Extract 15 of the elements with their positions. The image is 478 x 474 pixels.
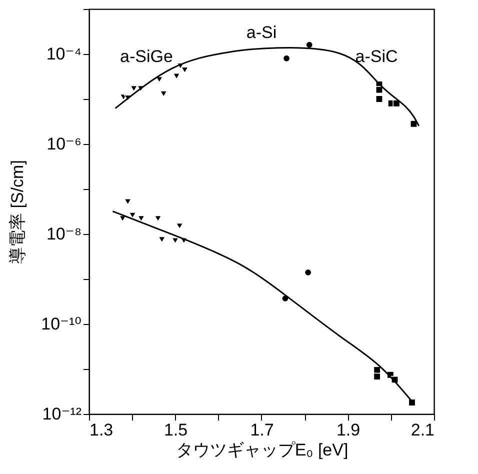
x-tick-label: 1.3 <box>90 420 114 440</box>
x-tick-label: 2.1 <box>410 420 434 440</box>
y-tick-label: 10⁻¹⁰ <box>41 314 82 334</box>
annotation: a-Si <box>246 23 277 42</box>
y-tick-label: 10⁻⁸ <box>46 224 82 244</box>
annotation: a-SiC <box>355 47 398 66</box>
y-tick-label: 10⁻⁴ <box>46 44 82 64</box>
y-axis-title: 導電率 [S/cm] <box>8 160 28 264</box>
x-tick-label: 1.5 <box>164 420 188 440</box>
y-tick-label: 10⁻⁶ <box>46 134 82 154</box>
x-tick-label: 1.7 <box>250 420 274 440</box>
y-tick-label: 10⁻¹² <box>42 404 82 424</box>
annotation: a-SiGe <box>120 47 173 66</box>
x-axis-title: タウツギャップE₀ [eV] <box>176 440 348 460</box>
x-tick-label: 1.9 <box>336 420 360 440</box>
